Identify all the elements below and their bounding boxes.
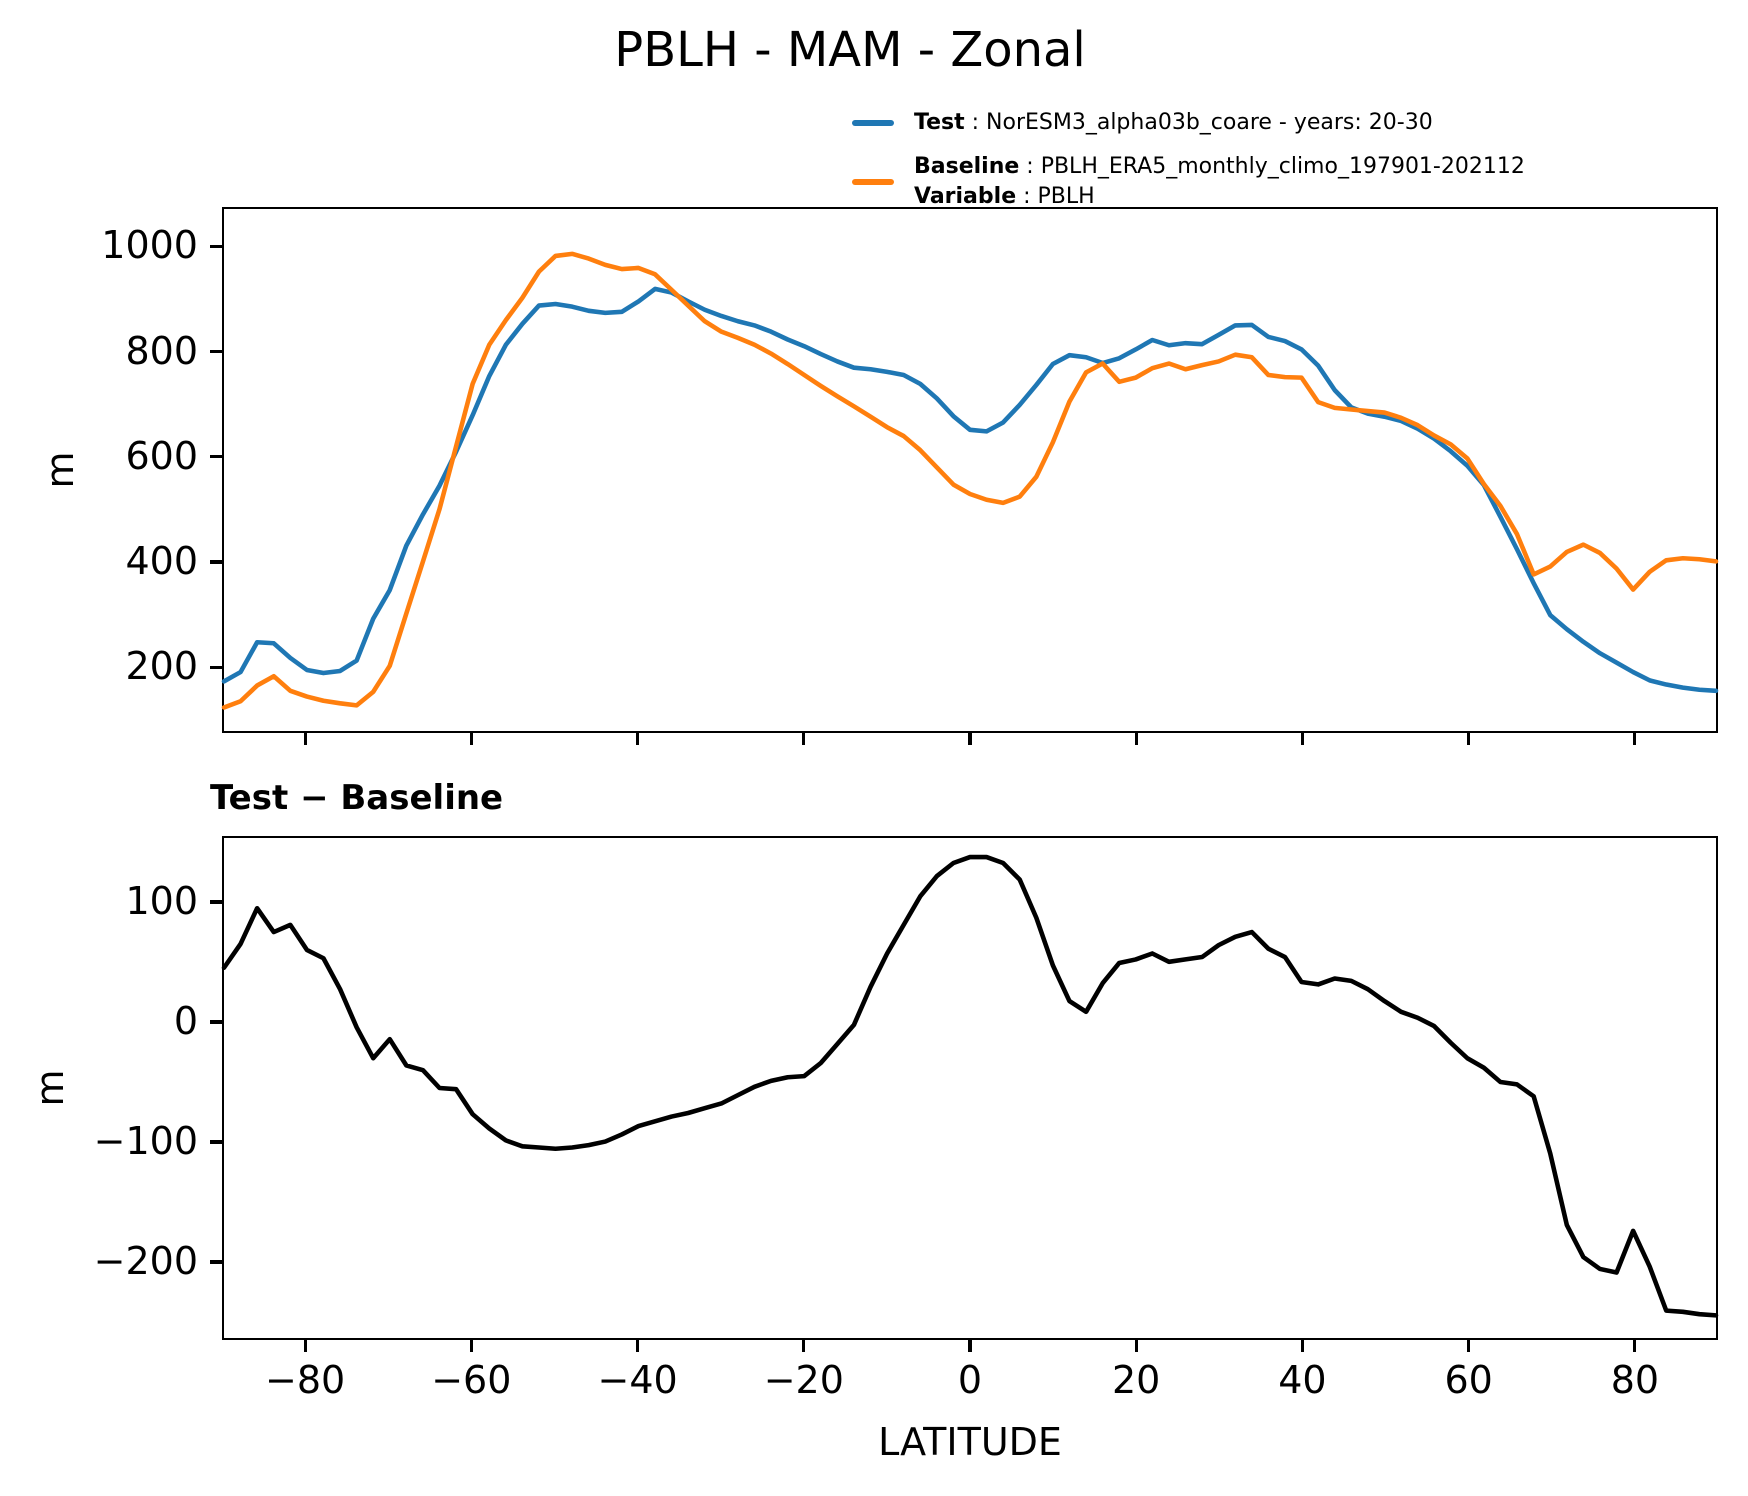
x-tick <box>1633 1340 1637 1352</box>
legend-variable-label: Variable <box>914 184 1017 209</box>
x-tick-label: 20 <box>1112 1358 1161 1402</box>
x-tick <box>1134 733 1138 745</box>
x-tick-label: −80 <box>264 1358 346 1402</box>
y-tick-label: −100 <box>93 1119 198 1164</box>
x-tick-label: −20 <box>763 1358 844 1402</box>
diff-line <box>221 854 1719 1318</box>
y-tick <box>210 1260 222 1264</box>
legend-test-text: Test : NorESM3_alpha03b_coare - years: 2… <box>914 108 1433 138</box>
x-tick <box>1467 1340 1471 1352</box>
y-tick <box>210 244 222 248</box>
legend-test-label: Test <box>914 110 965 135</box>
x-tick <box>469 1340 473 1352</box>
y-tick <box>210 1020 222 1024</box>
y-tick <box>210 665 222 669</box>
y-tick-label: 1000 <box>101 223 198 268</box>
x-tick <box>1467 733 1471 745</box>
bottom-y-axis-label: m <box>28 1069 72 1107</box>
diff-chart-panel <box>221 836 1719 1340</box>
x-tick <box>1300 1340 1304 1352</box>
x-tick-label: 40 <box>1278 1358 1327 1402</box>
y-tick-label: 800 <box>125 328 198 373</box>
x-tick <box>469 733 473 745</box>
y-tick-label: 600 <box>125 434 198 479</box>
y-tick-label: 0 <box>173 999 198 1044</box>
y-tick <box>210 900 222 904</box>
y-tick <box>210 350 222 354</box>
legend-row-baseline: Baseline : PBLH_ERA5_monthly_climo_19790… <box>852 152 1525 212</box>
x-tick <box>303 1340 307 1352</box>
legend-baseline-desc: : PBLH_ERA5_monthly_climo_197901-202112 <box>1026 154 1525 179</box>
legend-variable-desc: : PBLH <box>1023 184 1095 209</box>
baseline-line-swatch <box>852 179 894 185</box>
x-tick-label: −40 <box>597 1358 678 1402</box>
panel-top-plot-area <box>221 251 1719 710</box>
top-y-axis-label: m <box>38 451 82 489</box>
panel-bottom-plot-area <box>221 854 1719 1318</box>
x-tick <box>968 733 972 745</box>
x-tick <box>636 1340 640 1352</box>
legend-test-desc: : NorESM3_alpha03b_coare - years: 20-30 <box>971 110 1433 135</box>
y-tick-label: −200 <box>93 1239 198 1284</box>
test-line <box>221 286 1719 694</box>
x-tick <box>968 1340 972 1352</box>
legend-row-test: Test : NorESM3_alpha03b_coare - years: 2… <box>852 108 1525 138</box>
x-tick-label: 60 <box>1444 1358 1493 1402</box>
legend-baseline-label: Baseline <box>914 154 1020 179</box>
legend: Test : NorESM3_alpha03b_coare - years: 2… <box>852 108 1525 226</box>
x-axis-label: LATITUDE <box>878 1420 1062 1464</box>
x-tick <box>1633 733 1637 745</box>
x-tick <box>802 1340 806 1352</box>
x-tick <box>1134 1340 1138 1352</box>
x-tick-label: −60 <box>431 1358 512 1402</box>
y-tick <box>210 1140 222 1144</box>
y-tick <box>210 455 222 459</box>
y-tick-label: 100 <box>125 879 198 924</box>
y-tick <box>210 560 222 564</box>
x-tick-label: 80 <box>1610 1358 1660 1402</box>
x-tick <box>802 733 806 745</box>
baseline-line <box>221 251 1719 710</box>
y-tick-label: 400 <box>125 539 198 584</box>
legend-baseline-text: Baseline : PBLH_ERA5_monthly_climo_19790… <box>914 152 1525 212</box>
x-tick <box>303 733 307 745</box>
x-tick-label: 0 <box>957 1358 983 1402</box>
x-tick <box>1300 733 1304 745</box>
y-tick-label: 200 <box>125 644 198 689</box>
top-chart-panel <box>221 207 1719 733</box>
test-line-swatch <box>852 120 894 126</box>
diff-chart-title: Test − Baseline <box>210 778 504 818</box>
chart-title: PBLH - MAM - Zonal <box>614 22 1086 78</box>
x-tick <box>636 733 640 745</box>
